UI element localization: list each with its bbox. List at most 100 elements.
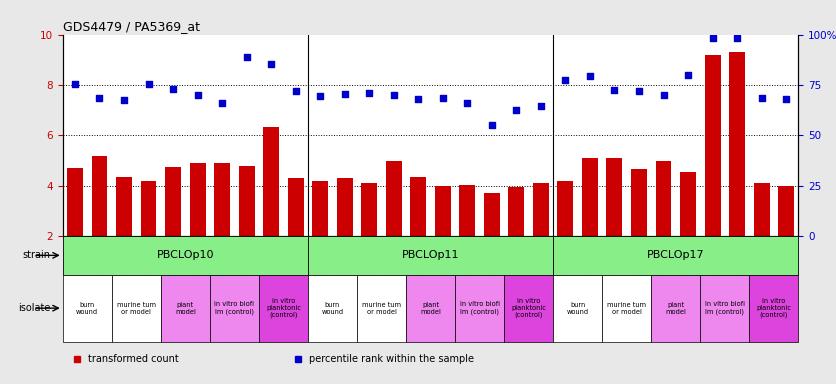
Text: burn
wound: burn wound bbox=[76, 302, 99, 314]
Bar bbox=[504, 275, 553, 342]
Bar bbox=[385, 161, 402, 236]
Point bbox=[731, 35, 744, 41]
Text: murine tum
or model: murine tum or model bbox=[362, 302, 401, 314]
Bar bbox=[91, 156, 108, 236]
Text: in vitro biofi
lm (control): in vitro biofi lm (control) bbox=[705, 301, 745, 315]
Bar bbox=[161, 275, 210, 342]
Point bbox=[289, 88, 303, 94]
Point bbox=[69, 81, 82, 87]
Bar bbox=[606, 158, 623, 236]
Bar bbox=[582, 158, 598, 236]
Point bbox=[534, 103, 548, 109]
Text: PBCLOp17: PBCLOp17 bbox=[647, 250, 705, 260]
Point bbox=[706, 35, 719, 41]
Text: strain: strain bbox=[23, 250, 50, 260]
Bar bbox=[406, 275, 455, 342]
Text: in vitro biofi
lm (control): in vitro biofi lm (control) bbox=[460, 301, 500, 315]
Bar bbox=[459, 184, 476, 236]
Bar bbox=[312, 181, 329, 236]
Point bbox=[191, 92, 204, 98]
Point bbox=[461, 99, 474, 106]
Point bbox=[657, 92, 670, 98]
Text: PBCLOp10: PBCLOp10 bbox=[156, 250, 214, 260]
Point bbox=[436, 94, 450, 101]
Bar bbox=[533, 183, 549, 236]
Bar bbox=[484, 193, 500, 236]
Bar bbox=[308, 236, 553, 275]
Bar bbox=[140, 181, 156, 236]
Bar bbox=[263, 127, 279, 236]
Text: in vitro
planktonic
(control): in vitro planktonic (control) bbox=[757, 298, 792, 318]
Text: burn
wound: burn wound bbox=[321, 302, 344, 314]
Bar bbox=[729, 52, 745, 236]
Bar bbox=[63, 275, 112, 342]
Text: in vitro
planktonic
(control): in vitro planktonic (control) bbox=[266, 298, 301, 318]
Bar bbox=[190, 163, 206, 236]
Bar bbox=[651, 275, 701, 342]
Point bbox=[264, 60, 278, 66]
Point bbox=[142, 81, 155, 87]
Point bbox=[584, 73, 597, 79]
Point bbox=[117, 97, 130, 103]
Text: murine tum
or model: murine tum or model bbox=[117, 302, 155, 314]
Bar bbox=[553, 236, 798, 275]
Point bbox=[632, 88, 645, 94]
Bar bbox=[361, 183, 377, 236]
Bar bbox=[210, 275, 259, 342]
Point bbox=[755, 94, 768, 101]
Bar bbox=[455, 275, 504, 342]
Bar bbox=[631, 169, 647, 236]
Bar bbox=[435, 186, 451, 236]
Bar bbox=[357, 275, 406, 342]
Point bbox=[240, 54, 253, 60]
Text: plant
model: plant model bbox=[175, 302, 196, 314]
Bar bbox=[680, 172, 696, 236]
Point bbox=[338, 91, 351, 97]
Text: plant
model: plant model bbox=[665, 302, 686, 314]
Bar bbox=[749, 275, 798, 342]
Point bbox=[387, 92, 400, 98]
Point bbox=[558, 77, 572, 83]
Bar bbox=[655, 161, 671, 236]
Text: percentile rank within the sample: percentile rank within the sample bbox=[309, 354, 474, 364]
Text: in vitro biofi
lm (control): in vitro biofi lm (control) bbox=[214, 301, 254, 315]
Bar bbox=[778, 186, 794, 236]
Point bbox=[681, 72, 695, 78]
Bar bbox=[165, 167, 181, 236]
Text: transformed count: transformed count bbox=[89, 354, 179, 364]
Bar bbox=[701, 275, 749, 342]
Bar bbox=[214, 163, 230, 236]
Point bbox=[93, 94, 106, 101]
Bar bbox=[308, 275, 357, 342]
Bar bbox=[410, 177, 426, 236]
Point bbox=[485, 122, 498, 128]
Bar bbox=[553, 275, 602, 342]
Text: murine tum
or model: murine tum or model bbox=[607, 302, 646, 314]
Point bbox=[510, 107, 523, 113]
Text: GDS4479 / PA5369_at: GDS4479 / PA5369_at bbox=[63, 20, 200, 33]
Text: PBCLOp11: PBCLOp11 bbox=[402, 250, 459, 260]
Bar bbox=[288, 178, 303, 236]
Bar bbox=[238, 166, 255, 236]
Bar bbox=[337, 178, 353, 236]
Bar bbox=[112, 275, 161, 342]
Text: isolate: isolate bbox=[18, 303, 50, 313]
Point bbox=[779, 96, 793, 102]
Bar bbox=[508, 187, 524, 236]
Point bbox=[166, 86, 180, 92]
Bar bbox=[705, 55, 721, 236]
Point bbox=[314, 93, 327, 99]
Bar bbox=[602, 275, 651, 342]
Bar bbox=[63, 236, 308, 275]
Bar bbox=[259, 275, 308, 342]
Point bbox=[608, 87, 621, 93]
Text: in vitro
planktonic
(control): in vitro planktonic (control) bbox=[511, 298, 546, 318]
Bar bbox=[558, 181, 573, 236]
Text: plant
model: plant model bbox=[421, 302, 441, 314]
Text: burn
wound: burn wound bbox=[567, 302, 589, 314]
Point bbox=[363, 89, 376, 96]
Point bbox=[216, 99, 229, 106]
Bar bbox=[753, 183, 770, 236]
Point bbox=[411, 96, 425, 102]
Bar bbox=[67, 168, 83, 236]
